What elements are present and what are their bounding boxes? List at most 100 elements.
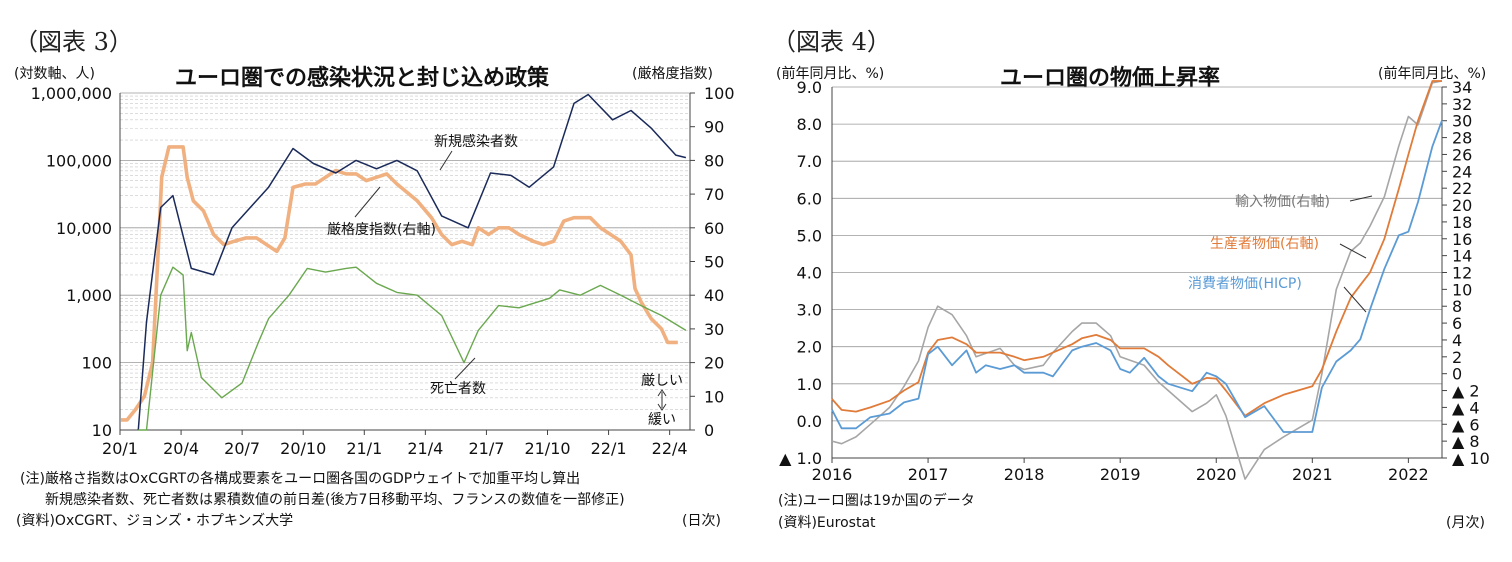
y-right-tick-label: 32: [1452, 95, 1472, 114]
y-right-tick-label: 70: [704, 185, 724, 204]
y-right-tick-label: 50: [704, 253, 724, 272]
annotation-loose: 緩い: [648, 412, 676, 428]
x-tick-label: 2017: [908, 465, 949, 484]
fig3-x-unit: (日次): [682, 513, 721, 529]
y-right-tick-label: 4: [1452, 331, 1462, 350]
fig4-note: (注)ユーロ圏は19か国のデータ: [778, 493, 975, 509]
y-left-tick-label: 1,000,000: [31, 84, 112, 103]
x-tick-label: 21/1: [346, 439, 382, 458]
y-right-tick-label: 26: [1452, 145, 1472, 164]
fig3-label: （図表 3）: [14, 28, 133, 56]
y-right-tick-label: 90: [704, 118, 724, 137]
arrow-hicp: [1343, 286, 1367, 313]
y-right-tick-label: ▲ 8: [1452, 432, 1480, 451]
fig4-label: （図表 4）: [772, 28, 891, 56]
y-left-tick-label: 100: [81, 354, 112, 373]
arrow-cases: [439, 150, 453, 171]
x-tick-label: 22/1: [591, 439, 627, 458]
x-tick-label: 20/4: [163, 439, 199, 458]
y-right-tick-label: 8: [1452, 297, 1462, 316]
y-right-tick-label: 2: [1452, 348, 1462, 367]
annotation-stringency: 厳格度指数(右軸): [327, 222, 436, 238]
fig4-right-unit: (前年同月比、%): [1378, 66, 1487, 82]
fig3-note-1: (注)厳格さ指数はOxCGRTの各構成要素をユーロ圏各国のGDPウェイトで加重平…: [20, 471, 581, 487]
annotation-deaths: 死亡者数: [430, 381, 486, 397]
fig4-left-unit: (前年同月比、%): [776, 66, 885, 82]
series-stringency: [121, 145, 678, 422]
y-left-tick-label: 7.0: [797, 152, 822, 171]
fig3-source: (資料)OxCGRT、ジョンズ・ホプキンズ大学: [16, 513, 294, 529]
y-left-tick-label: 5.0: [797, 226, 822, 245]
fig4-x-unit: (月次): [1446, 515, 1485, 531]
y-left-tick-label: 6.0: [797, 189, 822, 208]
y-right-tick-label: 14: [1452, 247, 1472, 266]
arrowhead-loose: [657, 403, 667, 411]
y-right-tick-label: 60: [704, 219, 724, 238]
x-tick-label: 22/4: [652, 439, 688, 458]
arrow-deaths: [454, 357, 476, 380]
y-left-tick-label: 2.0: [797, 338, 822, 357]
y-right-tick-label: 16: [1452, 230, 1472, 249]
series-import-prices: [831, 80, 1443, 480]
y-right-tick-label: 40: [704, 286, 724, 305]
x-tick-label: 21/4: [407, 439, 443, 458]
y-left-tick-label: 1,000: [66, 286, 112, 305]
arrow-producer: [1339, 243, 1367, 259]
annotation-import: 輸入物価(右軸): [1235, 194, 1330, 210]
y-right-tick-label: ▲ 10: [1452, 449, 1490, 468]
y-right-tick-label: 20: [1452, 196, 1472, 215]
series-new-cases: [137, 93, 687, 431]
x-tick-label: 20/7: [224, 439, 260, 458]
series-deaths: [138, 266, 687, 431]
y-left-tick-label: 4.0: [797, 264, 822, 283]
x-tick-label: 2022: [1388, 465, 1429, 484]
y-right-tick-label: 10: [1452, 280, 1472, 299]
y-left-tick-label: 10: [92, 421, 112, 440]
annotation-hicp: 消費者物価(HICP): [1188, 276, 1302, 292]
y-right-tick-label: 10: [704, 387, 724, 406]
x-tick-label: 20/1: [102, 439, 138, 458]
y-left-tick-label: ▲ 1.0: [779, 449, 822, 468]
fig3-right-unit: (厳格度指数): [632, 66, 713, 82]
y-right-tick-label: 0: [704, 421, 714, 440]
y-right-tick-label: 80: [704, 151, 724, 170]
y-right-tick-label: ▲ 2: [1452, 382, 1480, 401]
y-right-tick-label: ▲ 4: [1452, 398, 1480, 417]
y-right-tick-label: ▲ 6: [1452, 415, 1480, 434]
arrowhead-strict: [657, 389, 667, 397]
y-right-tick-label: 24: [1452, 162, 1472, 181]
y-right-tick-label: 12: [1452, 264, 1472, 283]
annotation-cases: 新規感染者数: [434, 133, 518, 150]
fig3-left-unit: (対数軸、人): [14, 66, 95, 82]
fig4-source: (資料)Eurostat: [778, 515, 876, 531]
y-right-tick-label: 30: [704, 320, 724, 339]
y-right-tick-label: 6: [1452, 314, 1462, 333]
x-tick-label: 2020: [1196, 465, 1237, 484]
x-tick-label: 2021: [1292, 465, 1333, 484]
y-left-tick-label: 0.0: [797, 412, 822, 431]
chart-inflation: ▲ 1.00.01.02.03.04.05.06.07.08.09.0▲ 10▲…: [779, 78, 1490, 484]
x-tick-label: 2019: [1100, 465, 1141, 484]
y-left-tick-label: 3.0: [797, 301, 822, 320]
y-right-tick-label: 30: [1452, 112, 1472, 131]
y-left-tick-label: 9.0: [797, 78, 822, 97]
x-tick-label: 20/10: [280, 439, 326, 458]
annotation-strict: 厳しい: [641, 373, 683, 389]
y-right-tick-label: 0: [1452, 365, 1462, 384]
y-right-tick-label: 20: [704, 354, 724, 373]
y-left-tick-label: 8.0: [797, 115, 822, 134]
x-tick-label: 21/10: [524, 439, 570, 458]
y-left-tick-label: 10,000: [56, 219, 112, 238]
x-tick-label: 2016: [812, 465, 853, 484]
series-producer-prices: [831, 80, 1442, 417]
y-left-tick-label: 1.0: [797, 375, 822, 394]
y-right-tick-label: 22: [1452, 179, 1472, 198]
annotation-producer: 生産者物価(右軸): [1210, 236, 1319, 252]
y-right-tick-label: 100: [704, 84, 735, 103]
chart-covid: 10 100 1,000 10,000 100,000 1,000,000 0 10 20 30 4…: [31, 84, 735, 458]
y-right-tick-label: 28: [1452, 129, 1472, 148]
x-tick-label: 21/7: [468, 439, 504, 458]
x-tick-label: 2018: [1004, 465, 1045, 484]
y-right-tick-label: 34: [1452, 78, 1472, 97]
y-left-tick-label: 100,000: [46, 151, 112, 170]
